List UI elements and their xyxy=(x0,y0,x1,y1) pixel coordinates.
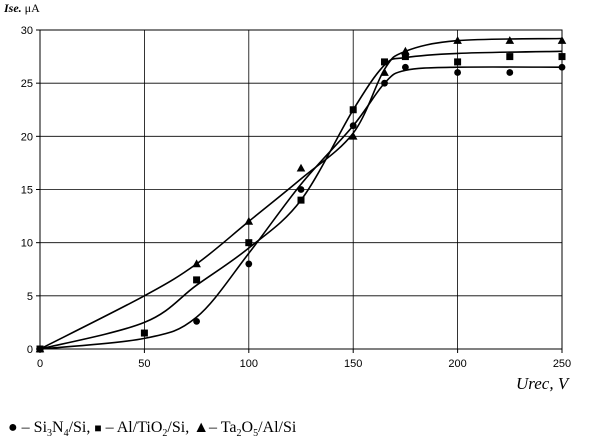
x-tick-label: 250 xyxy=(553,358,571,370)
y-tick-label: 10 xyxy=(21,238,33,250)
series-1-circle-marker xyxy=(506,69,514,76)
legend-item-3: Ta2O5/Al/Si xyxy=(220,419,297,440)
series-2-square-marker xyxy=(140,329,148,337)
series-3-triangle-marker xyxy=(35,344,45,353)
legend-item-2: Al/TiO2/Si, xyxy=(116,419,190,440)
y-axis-label-prefix: Ise. xyxy=(3,1,22,15)
series-markers xyxy=(35,36,567,353)
series-3-triangle-marker xyxy=(453,36,462,44)
series-2-square-marker xyxy=(297,196,305,204)
y-tick-label: 0 xyxy=(27,344,33,356)
legend-item-1: Si3N4/Si, xyxy=(33,419,91,440)
x-tick-label: 50 xyxy=(138,358,150,370)
y-axis-label: Ise. μA xyxy=(3,1,40,15)
y-tick-label: 5 xyxy=(27,291,33,303)
series-2-square-curve xyxy=(39,50,563,350)
legend-circle-symbol: ● xyxy=(8,419,18,436)
legend-dash: – xyxy=(209,419,218,436)
series-2-square-marker xyxy=(401,53,409,61)
x-tick-labels: 0 50 100 150 200 250 xyxy=(37,358,571,370)
series-3-triangle-marker xyxy=(296,163,306,172)
series-1-circle-marker xyxy=(297,186,305,193)
series-1-circle-marker xyxy=(349,122,357,130)
x-tick-label: 200 xyxy=(448,358,466,370)
y-tick-labels: 0 5 10 15 20 25 30 xyxy=(21,25,33,356)
series-3-triangle-marker xyxy=(348,131,358,140)
series-1-circle-marker xyxy=(402,63,409,71)
y-axis-label-unit: μA xyxy=(25,1,40,15)
y-tick-label: 25 xyxy=(21,78,33,90)
series-3-triangle-marker xyxy=(244,216,254,225)
series-2-square-marker xyxy=(381,58,389,66)
y-tick-label: 15 xyxy=(21,185,33,197)
series-2-square-marker xyxy=(558,53,566,61)
legend-dash: – xyxy=(21,419,30,436)
series-1-circle-marker xyxy=(454,69,461,76)
series-curves xyxy=(39,37,563,350)
series-3-triangle-marker xyxy=(557,36,567,44)
series-1-circle-marker xyxy=(245,260,253,268)
series-1-circle-marker xyxy=(558,63,566,71)
legend-square-symbol: ■ xyxy=(94,421,102,435)
x-tick-label: 150 xyxy=(344,358,362,370)
series-2-square-marker xyxy=(349,106,357,114)
y-tick-label: 30 xyxy=(21,25,33,37)
legend-dash: – xyxy=(105,419,114,436)
series-1-circle-marker xyxy=(381,79,388,87)
series-2-square-marker xyxy=(454,58,462,66)
series-3-triangle-marker xyxy=(505,36,515,44)
series-3-triangle-marker xyxy=(401,46,410,55)
series-1-circle-marker xyxy=(193,317,201,325)
series-2-square-marker xyxy=(245,239,253,247)
x-tick-label: 100 xyxy=(240,358,258,370)
x-tick-label: 0 xyxy=(37,358,43,370)
y-tick-label: 20 xyxy=(21,131,33,143)
series-2-square-marker xyxy=(193,276,201,284)
series-3-triangle-marker xyxy=(192,259,201,268)
series-3-triangle-marker xyxy=(380,68,389,76)
series-2-square-marker xyxy=(506,53,514,61)
legend-triangle-symbol: ▲ xyxy=(193,419,210,436)
series-3-triangle-curve xyxy=(39,37,563,350)
x-axis-label: Urec, V xyxy=(516,374,571,393)
legend: ● – Si3N4/Si, ■ – Al/TiO2/Si, ▲– Ta2O5/A… xyxy=(8,419,296,439)
